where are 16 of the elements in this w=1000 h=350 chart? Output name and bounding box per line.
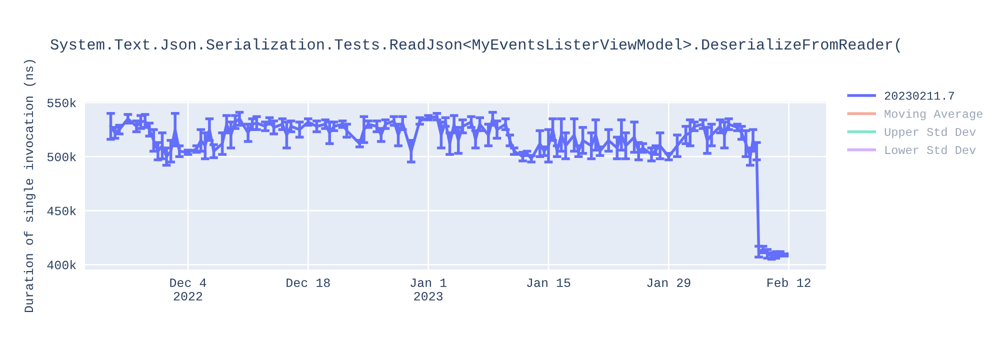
x-tick-label: Feb 12 [767,278,810,288]
legend-label: 20230211.7 [884,92,954,100]
x-tick-label: Dec 18 [286,278,330,288]
chart-title: System.Text.Json.Serialization.Tests.ReadJson<MyEventsListerViewModel>.DeserializeFromReader( [50,38,900,53]
y-axis-title: Duration of single invocation (ns) [24,60,36,312]
legend-label: Lower Std Dev [885,145,976,154]
y-tick-label: 550k [47,98,76,108]
y-tick-label: 500k [47,152,76,162]
y-tick-label: 400k [47,260,76,270]
x-tick-label: Jan 15 [527,278,570,288]
x-tick-label: Dec 4 2022 [170,278,206,300]
x-tick-label: Jan 29 [647,278,690,288]
x-tick-label: Jan 1 2023 [410,278,446,300]
y-tick-label: 450k [47,206,76,216]
legend-label: Moving Average [884,109,982,120]
legend-label: Upper Std Dev [884,127,976,138]
